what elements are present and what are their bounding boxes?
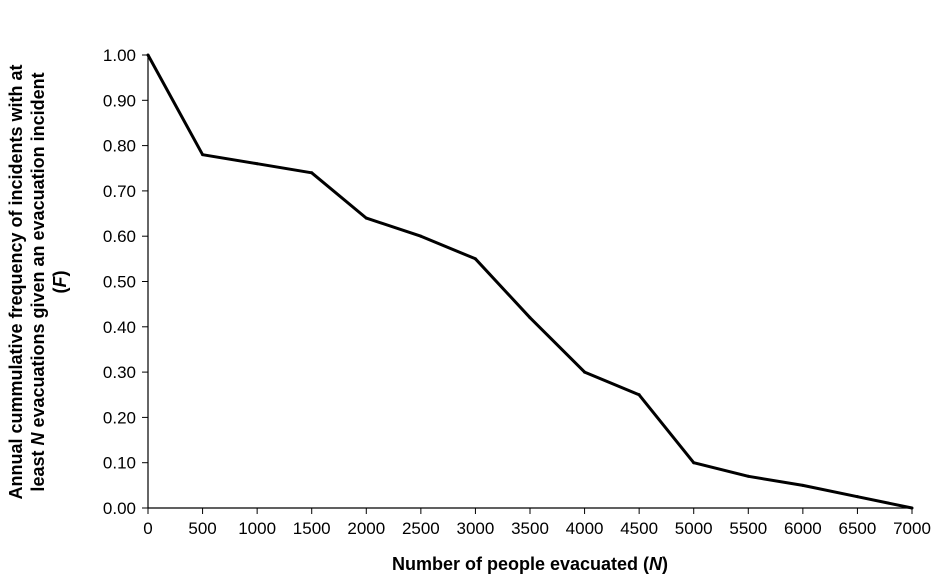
data-point	[910, 506, 914, 510]
x-tick-label: 5500	[729, 519, 767, 538]
y-axis: 0.00 0.10 0.20 0.30 0.40 0.50 0.60 0.70 0.80 0.90…	[103, 46, 149, 518]
data-point	[746, 474, 750, 478]
y-tick-label: 0.90	[103, 91, 136, 110]
data-point	[528, 316, 532, 320]
y-tick-label: 0.20	[103, 408, 136, 427]
x-tick-label: 2000	[347, 519, 385, 538]
x-tick-label: 1500	[293, 519, 331, 538]
x-axis-title: Number of people evacuated (N)	[392, 554, 668, 574]
y-axis-title-line3: (F)	[50, 271, 70, 294]
y-axis-title: Annual cummulative frequency of incident…	[6, 64, 70, 499]
data-point	[255, 162, 259, 166]
y-tick-label: 0.80	[103, 137, 136, 156]
data-point	[419, 234, 423, 238]
y-tick-label: 0.30	[103, 363, 136, 382]
x-tick-label: 2500	[402, 519, 440, 538]
x-axis: 0 500 1000 1500 2000 2500 3000 3500 4000 4500 5000…	[143, 507, 931, 538]
data-point	[364, 216, 368, 220]
y-tick-label: 0.40	[103, 318, 136, 337]
y-tick-label: 0.10	[103, 454, 136, 473]
series-layer	[146, 53, 914, 510]
y-axis-title-line1: Annual cummulative frequency of incident…	[6, 64, 26, 499]
y-tick-label: 0.00	[103, 499, 136, 518]
data-point	[801, 483, 805, 487]
x-tick-label: 6500	[839, 519, 877, 538]
y-tick-label: 0.50	[103, 273, 136, 292]
data-point	[473, 257, 477, 261]
data-point	[692, 461, 696, 465]
x-tick-label: 5000	[675, 519, 713, 538]
y-tick-label: 1.00	[103, 46, 136, 65]
data-point	[637, 393, 641, 397]
series-line	[146, 54, 913, 510]
x-tick-label: 7000	[893, 519, 931, 538]
y-tick-label: 0.70	[103, 182, 136, 201]
x-tick-label: 500	[188, 519, 216, 538]
y-tick-label: 0.60	[103, 227, 136, 246]
x-tick-label: 1000	[238, 519, 276, 538]
data-point	[583, 370, 587, 374]
y-axis-title-line2: least N evacuations given an evacuation …	[28, 72, 48, 491]
data-point	[146, 53, 150, 57]
x-tick-label: 3500	[511, 519, 549, 538]
x-tick-label: 6000	[784, 519, 822, 538]
data-point	[201, 153, 205, 157]
data-point	[310, 171, 314, 175]
x-tick-label: 0	[143, 519, 152, 538]
x-tick-label: 4000	[566, 519, 604, 538]
x-tick-label: 3000	[457, 519, 495, 538]
data-point	[855, 495, 859, 499]
x-tick-label: 4500	[620, 519, 658, 538]
